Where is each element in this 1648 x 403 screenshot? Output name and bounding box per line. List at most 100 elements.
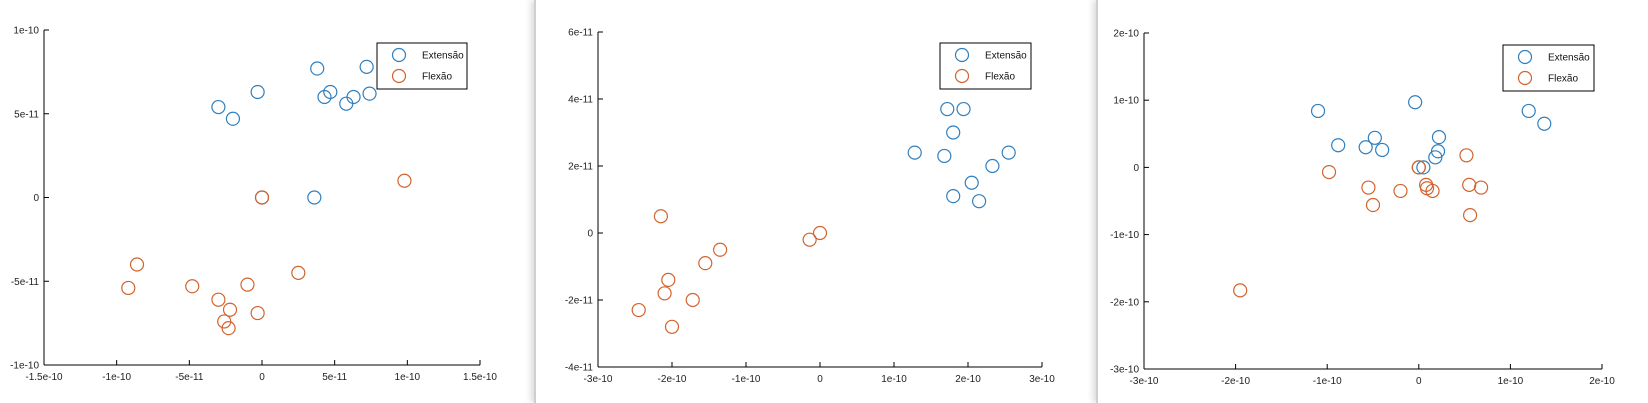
data-point-extensao <box>946 189 961 204</box>
data-point-flexao <box>211 292 226 307</box>
y-tick-label: -2e-10 <box>1110 297 1139 308</box>
y-tick-label: 2e-11 <box>568 162 593 173</box>
data-point-extensao <box>1416 160 1431 175</box>
data-point-extensao <box>937 148 952 164</box>
data-point-extensao <box>346 89 361 105</box>
legend-label: Flexão <box>1548 74 1578 85</box>
data-point-extensao <box>1375 142 1390 158</box>
data-point-flexao <box>661 272 676 287</box>
y-tick-label: 5e-11 <box>14 109 39 120</box>
scatter-chart-1: -1.5e-10 -1e-10 -5e-11 0 5e-11 1e-10 1.5e-10-1… <box>10 26 497 384</box>
data-point-flexao <box>1462 208 1478 223</box>
data-point-flexao <box>631 302 646 318</box>
data-point-extensao <box>225 111 241 126</box>
data-point-extensao <box>956 101 971 117</box>
x-tick-label: -5e-11 <box>175 372 204 383</box>
plot-window-2: -3e-10 -2e-10 -1e-10 0 1e-10 2e-10 3e-10 -4e-11… <box>534 0 1098 403</box>
data-point-flexao <box>1462 177 1477 192</box>
data-point-flexao <box>698 256 713 271</box>
x-tick-label: 2e-10 <box>955 374 981 385</box>
data-point-flexao <box>129 257 145 272</box>
data-point-flexao <box>1425 183 1440 199</box>
x-tick-label: 2e-10 <box>1589 376 1615 387</box>
legend-marker <box>391 68 407 84</box>
plot-window-3: -3e-10 -2e-10 -1e-10 0 1e-10 2e-10 -3e-10 -2e-1… <box>1096 0 1648 403</box>
y-tick-label: -2e-11 <box>565 296 594 307</box>
data-point-flexao <box>1473 180 1489 195</box>
data-point-flexao <box>1365 197 1381 213</box>
data-point-flexao <box>685 292 700 308</box>
x-tick-label: 0 <box>817 374 823 385</box>
x-tick-label: -1e-10 <box>102 372 131 383</box>
data-point-flexao <box>1233 283 1248 298</box>
x-tick-label: 1.5e-10 <box>463 372 497 383</box>
y-tick-label: 2e-10 <box>1113 29 1139 40</box>
data-point-flexao <box>812 225 828 241</box>
scatter-chart-3: -3e-10 -2e-10 -1e-10 0 1e-10 2e-10 -3e-10 -2e-1… <box>1110 29 1615 388</box>
legend-label: Extensão <box>1548 53 1590 64</box>
x-tick-label: 5e-11 <box>322 372 347 383</box>
x-tick-label: 3e-10 <box>1029 374 1055 385</box>
data-point-flexao <box>185 279 200 294</box>
data-point-flexao <box>222 302 238 317</box>
data-point-flexao <box>291 265 306 280</box>
data-point-flexao <box>1361 180 1376 195</box>
x-tick-label: 1e-10 <box>881 374 907 385</box>
data-point-extensao <box>1428 150 1443 165</box>
data-point-extensao <box>362 86 377 101</box>
data-point-flexao <box>657 286 672 301</box>
data-point-extensao <box>323 84 338 100</box>
data-point-extensao <box>1521 103 1536 119</box>
legend-box <box>1502 44 1595 92</box>
y-tick-label: 0 <box>587 229 593 240</box>
x-tick-label: -2e-10 <box>658 374 687 385</box>
x-tick-label: -3e-10 <box>584 374 613 385</box>
y-tick-label: 4e-11 <box>568 95 593 106</box>
data-point-extensao <box>307 190 322 205</box>
data-point-extensao <box>317 89 332 105</box>
x-tick-label: 0 <box>259 372 265 383</box>
data-point-flexao <box>802 232 817 247</box>
data-point-flexao <box>664 319 680 334</box>
legend-marker <box>954 68 970 84</box>
legend-marker <box>954 47 970 63</box>
x-tick-label: 1e-10 <box>1498 376 1524 387</box>
data-point-extensao <box>1310 103 1326 119</box>
data-point-extensao <box>1537 116 1552 131</box>
data-point-flexao <box>250 305 265 321</box>
data-point-flexao <box>713 242 728 257</box>
x-tick-label: -1e-10 <box>1313 376 1342 387</box>
x-tick-label: -1.5e-10 <box>25 372 63 383</box>
data-point-extensao <box>211 99 226 115</box>
legend-marker <box>391 47 407 63</box>
data-point-flexao <box>1459 148 1474 163</box>
data-point-flexao <box>121 280 136 296</box>
data-point-extensao <box>940 101 955 117</box>
data-point-extensao <box>972 194 987 209</box>
plot-window-1: -1.5e-10 -1e-10 -5e-11 0 5e-11 1e-10 1.5e-10 -1… <box>0 0 534 403</box>
x-tick-label: -2e-10 <box>1221 376 1250 387</box>
scatter-chart-2: -3e-10 -2e-10 -1e-10 0 1e-10 2e-10 3e-10 -4e-11… <box>565 28 1055 386</box>
data-point-extensao <box>1430 144 1446 159</box>
y-tick-label: 0 <box>1133 163 1139 174</box>
data-point-extensao <box>964 175 979 190</box>
y-tick-label: -4e-11 <box>565 363 594 374</box>
x-tick-label: -1e-10 <box>732 374 761 385</box>
legend-marker <box>1517 70 1533 86</box>
data-point-flexao <box>1321 165 1337 180</box>
data-point-extensao <box>985 158 1000 174</box>
data-point-extensao <box>1367 130 1382 145</box>
data-point-extensao <box>946 125 961 140</box>
data-point-flexao <box>221 321 236 336</box>
y-tick-label: 6e-11 <box>568 28 593 39</box>
y-tick-label: 0 <box>33 193 39 204</box>
data-point-extensao <box>1431 130 1447 145</box>
y-tick-label: -3e-10 <box>1110 365 1139 376</box>
y-tick-label: -1e-10 <box>1110 230 1139 241</box>
data-point-extensao <box>250 84 265 100</box>
data-point-flexao <box>1411 160 1426 175</box>
data-point-flexao <box>240 277 255 292</box>
data-point-extensao <box>359 59 374 74</box>
data-point-extensao <box>1001 145 1016 160</box>
